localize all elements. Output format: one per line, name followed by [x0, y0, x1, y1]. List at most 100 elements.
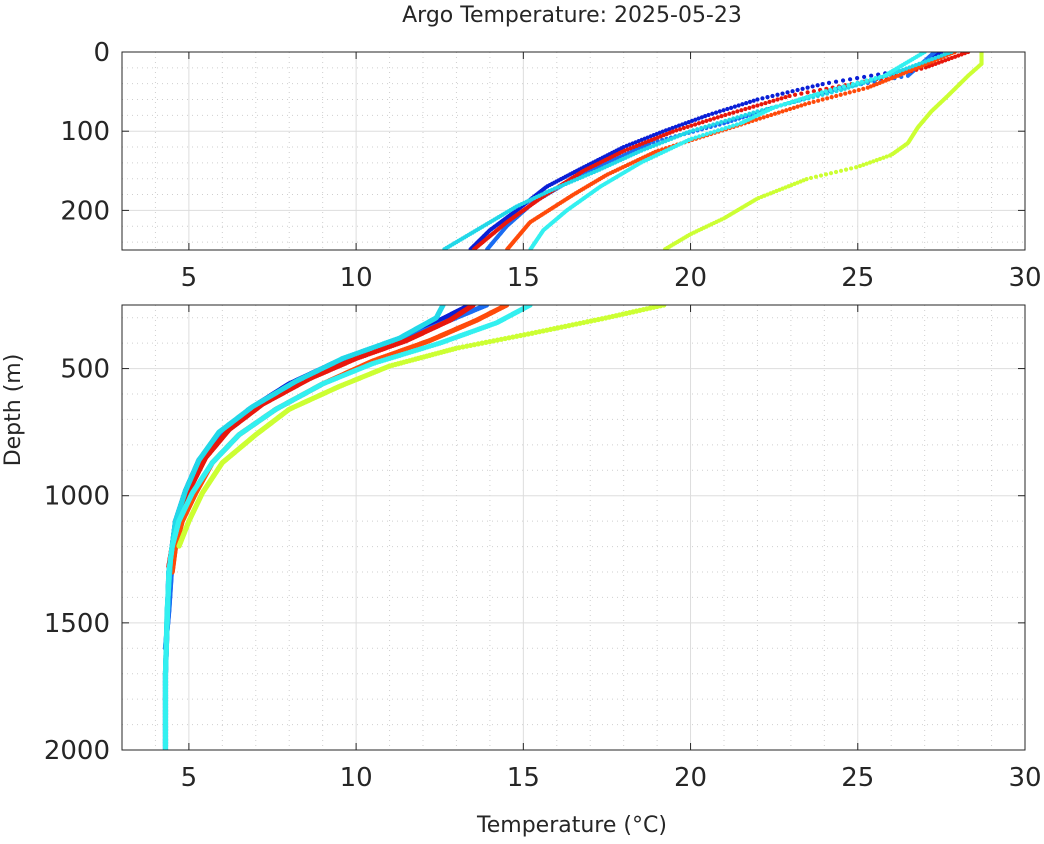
data-point-series-6	[716, 128, 721, 133]
data-point-series-1	[780, 91, 785, 96]
data-point-series-3	[700, 119, 705, 125]
data-point-series-7	[467, 342, 474, 349]
data-point-series-6	[528, 247, 533, 250]
data-point-series-4	[784, 108, 789, 113]
data-point-series-5	[913, 62, 919, 68]
data-point-series-4	[754, 117, 759, 122]
data-point-series-3	[681, 125, 686, 131]
data-layer	[162, 52, 984, 750]
data-point-series-3	[743, 106, 748, 112]
data-point-series-6	[731, 123, 736, 128]
data-point-series-3	[472, 247, 477, 250]
data-point-series-1	[775, 92, 780, 97]
y-tick-label: 100	[60, 117, 110, 147]
data-point-series-3	[930, 62, 935, 68]
data-point-series-7	[479, 340, 485, 346]
data-point-series-3	[959, 52, 964, 57]
data-point-series-7	[487, 339, 493, 345]
data-point-series-3	[799, 91, 804, 96]
data-point-series-3	[715, 115, 720, 120]
x-tick-label: 5	[181, 763, 198, 793]
data-point-series-6	[868, 77, 874, 82]
data-point-series-4	[811, 99, 816, 104]
data-point-series-3	[767, 99, 772, 104]
data-point-series-1	[790, 89, 795, 94]
data-point-series-6	[855, 80, 860, 85]
data-point-series-5	[739, 114, 744, 119]
data-point-series-1	[673, 124, 678, 129]
data-point-series-4	[852, 89, 857, 94]
data-point-series-6	[804, 95, 809, 100]
data-point-series-5	[897, 68, 902, 74]
data-point-series-1	[855, 76, 860, 81]
data-point-series-2	[485, 247, 490, 250]
data-point-series-5	[942, 52, 948, 57]
data-point-series-7	[823, 172, 829, 177]
data-point-series-7	[498, 336, 504, 342]
data-point-series-4	[820, 97, 825, 102]
data-point-series-7	[857, 163, 863, 169]
data-point-series-6	[815, 91, 821, 96]
data-point-series-3	[775, 97, 780, 102]
data-point-series-5	[910, 64, 915, 69]
data-point-series-1	[713, 110, 719, 115]
data-point-series-7	[874, 158, 879, 163]
data-point-series-5	[936, 54, 941, 59]
data-point-series-7	[818, 173, 824, 178]
data-point-series-1	[755, 97, 760, 102]
chart-title: Argo Temperature: 2025-05-23	[402, 3, 742, 28]
data-point-series-1	[703, 114, 708, 119]
data-point-series-6	[864, 78, 869, 83]
data-point-series-3	[755, 103, 760, 108]
data-point-series-3	[783, 95, 788, 100]
y-tick-label: 1000	[44, 482, 110, 512]
data-point-series-5	[707, 123, 712, 128]
data-point-series-7	[514, 333, 520, 339]
data-point-series-4	[505, 247, 510, 250]
data-point-series-4	[765, 114, 770, 119]
data-point-series-7	[833, 169, 839, 175]
data-point-series-5	[920, 60, 925, 65]
x-tick-label: 20	[674, 263, 707, 293]
data-point-series-3	[946, 57, 951, 62]
data-point-series-6	[708, 130, 713, 135]
x-tick-label: 10	[340, 263, 373, 293]
data-point-series-3	[787, 93, 792, 99]
data-point-series-7	[494, 337, 501, 343]
data-point-series-4	[843, 91, 848, 96]
data-point-series-3	[966, 52, 971, 55]
data-point-series-5	[917, 61, 922, 66]
y-tick-label: 500	[60, 355, 110, 385]
data-point-series-3	[956, 53, 961, 58]
data-point-series-3	[792, 92, 798, 97]
x-tick-label: 25	[841, 763, 874, 793]
data-point-series-3	[751, 104, 756, 109]
x-tick-label: 25	[841, 263, 874, 293]
data-point-series-6	[846, 83, 851, 88]
data-point-series-6	[785, 100, 791, 106]
data-point-series-7	[843, 167, 849, 172]
x-tick-label: 30	[1008, 763, 1041, 793]
panel-upper-points	[442, 52, 984, 250]
data-point-series-7	[881, 155, 886, 160]
data-point-series-6	[797, 97, 802, 102]
data-point-series-1	[840, 78, 846, 83]
data-point-series-4	[838, 92, 843, 97]
data-point-series-5	[711, 122, 716, 127]
data-point-series-4	[780, 109, 785, 114]
data-point-series-1	[667, 127, 672, 132]
data-point-series-1	[706, 112, 711, 118]
data-point-series-7	[854, 165, 859, 170]
data-point-series-6	[873, 76, 878, 81]
data-point-series-1	[820, 81, 825, 87]
data-point-series-5	[699, 125, 704, 131]
data-point-series-5	[723, 118, 728, 123]
data-point-series-7	[848, 166, 854, 171]
data-point-series-4	[757, 116, 763, 121]
data-point-series-5	[949, 52, 954, 55]
data-point-series-7	[828, 171, 834, 176]
data-point-series-6	[719, 127, 725, 132]
data-point-series-6	[701, 133, 706, 138]
data-point-series-1	[725, 106, 730, 112]
